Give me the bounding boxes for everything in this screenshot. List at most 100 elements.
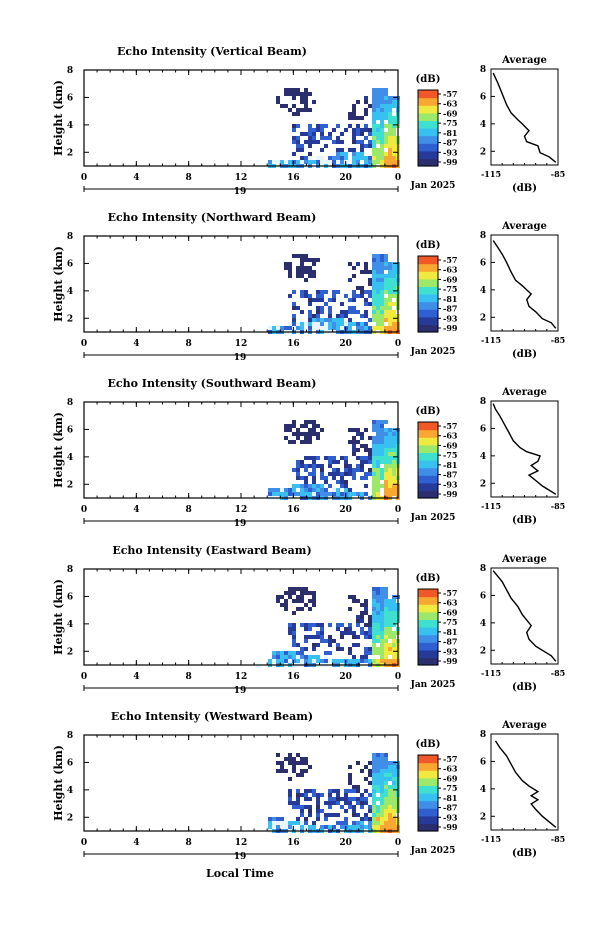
heatmap-cell [352, 444, 356, 448]
x-tick-label: 20 [339, 838, 352, 848]
heatmap-cell [296, 643, 300, 647]
heatmap-cell [348, 112, 352, 116]
colorbar-band [418, 802, 438, 805]
heatmap-cell [320, 318, 324, 322]
heatmap-cell [352, 595, 356, 599]
heatmap-cell [388, 266, 392, 270]
x-tick-label: 12 [235, 672, 248, 682]
heatmap-cell [368, 160, 372, 164]
colorbar-band [418, 316, 438, 320]
colorbar-band [418, 437, 438, 440]
heatmap-cell [368, 647, 372, 651]
heatmap-cell [348, 789, 352, 793]
heatmap-cell [304, 132, 308, 136]
heatmap-cell [372, 116, 376, 120]
heatmap-cell [384, 448, 388, 452]
profile-y-tick-label: 6 [480, 258, 486, 268]
heatmap-cell [308, 813, 312, 817]
heatmap-cell [340, 302, 344, 306]
heatmap-cell [380, 789, 384, 793]
heatmap-cell [276, 761, 280, 765]
heatmap-cell [388, 100, 392, 104]
y-tick-label: 2 [67, 148, 73, 158]
heatmap-cell [336, 797, 340, 801]
panel-title: Echo Intensity (Northward Beam) [108, 211, 317, 224]
heatmap-cell [320, 464, 324, 468]
colorbar-band [418, 95, 438, 99]
heatmap-cell [348, 488, 352, 492]
heatmap-cell [316, 156, 320, 160]
colorbar-band [418, 278, 438, 282]
heatmap-cell [368, 290, 372, 294]
heatmap-cell [320, 484, 324, 488]
date-day-label: 19 [234, 519, 247, 529]
heatmap-cell [364, 160, 368, 164]
heatmap-cell [328, 805, 332, 809]
heatmap-cell [304, 96, 308, 100]
heatmap-cell [356, 132, 360, 136]
heatmap-cell [384, 591, 388, 595]
heatmap-cell [328, 492, 332, 496]
heatmap-cell [384, 484, 388, 488]
heatmap-cell [300, 132, 304, 136]
colorbar-band [418, 303, 438, 306]
heatmap-cell [284, 436, 288, 440]
heatmap-cell [296, 464, 300, 468]
heatmap-cell [368, 825, 372, 829]
heatmap-cell [368, 805, 372, 809]
heatmap-cell [356, 635, 360, 639]
y-tick-label: 8 [67, 565, 73, 575]
heatmap-cell [388, 643, 392, 647]
heatmap-cell [384, 112, 388, 116]
heatmap-cell [308, 258, 312, 262]
colorbar-band [418, 659, 438, 662]
heatmap-cell [372, 484, 376, 488]
heatmap-cell [384, 108, 388, 112]
heatmap-cell [352, 112, 356, 116]
heatmap-cell [372, 282, 376, 286]
heatmap-cell [376, 603, 380, 607]
heatmap-cell [380, 805, 384, 809]
heatmap-cell [392, 801, 396, 805]
heatmap-cell [292, 639, 296, 643]
heatmap-cell [300, 659, 304, 663]
heatmap-cell [364, 262, 368, 266]
heatmap-cell [388, 619, 392, 623]
heatmap-cell [388, 480, 392, 484]
heatmap-cell [340, 492, 344, 496]
heatmap-cell [340, 797, 344, 801]
colorbar-band [418, 653, 438, 657]
heatmap-cell [388, 282, 392, 286]
heatmap-cell [288, 623, 292, 627]
profile-y-tick-label: 8 [480, 231, 486, 241]
heatmap-cell [376, 607, 380, 611]
heatmap-cell [360, 619, 364, 623]
profile-y-tick-label: 6 [480, 92, 486, 102]
heatmap-cell [380, 132, 384, 136]
heatmap-cell [360, 148, 364, 152]
heatmap-cell [356, 448, 360, 452]
heatmap-cell [368, 821, 372, 825]
heatmap-cell [356, 468, 360, 472]
heatmap-cell [356, 294, 360, 298]
heatmap-cell [304, 140, 308, 144]
colorbar-tick-label: -81 [443, 627, 457, 637]
heatmap-cell [388, 318, 392, 322]
heatmap-cell [360, 326, 364, 330]
colorbar-band [418, 442, 438, 446]
colorbar-band [418, 758, 438, 762]
heatmap-cell [372, 266, 376, 270]
colorbar-band [418, 444, 438, 448]
heatmap-cell [308, 484, 312, 488]
heatmap-cell [384, 266, 388, 270]
colorbar-band [418, 450, 438, 453]
colorbar-band [418, 137, 438, 140]
heatmap-cell [312, 160, 316, 164]
heatmap-cell [320, 322, 324, 326]
heatmap-cell [380, 440, 384, 444]
heatmap-cell [376, 152, 380, 156]
heatmap-cell [324, 488, 328, 492]
heatmap-cell [308, 797, 312, 801]
heatmap-cell [332, 472, 336, 476]
heatmap-cell [336, 793, 340, 797]
